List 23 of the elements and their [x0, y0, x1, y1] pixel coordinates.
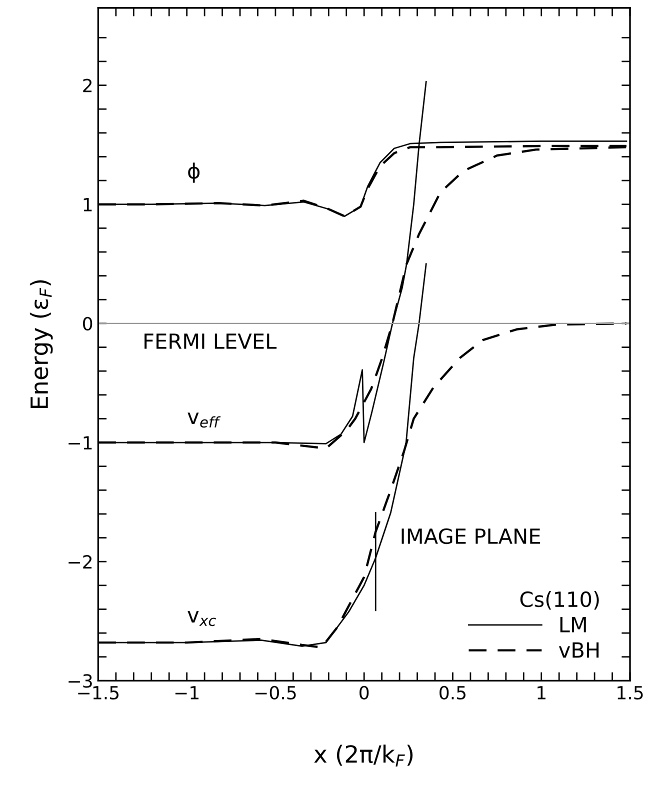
legend-title: Cs(110)	[520, 591, 599, 610]
y-tick-label: −2	[68, 555, 92, 568]
annotation: v$_{xc}$	[188, 611, 216, 626]
x-tick-label: −1	[175, 686, 198, 700]
y-axis-title: Energy (ε$_{F}$)	[30, 280, 53, 408]
y-tick-label: −3	[68, 674, 92, 688]
x-tick-label: 0	[360, 686, 369, 700]
annotation: IMAGE PLANE	[402, 528, 540, 544]
y-tick-label: 2	[83, 78, 92, 92]
x-tick-label: 0.5	[440, 686, 466, 700]
y-tick-label: −1	[68, 436, 92, 450]
x-tick-label: 1	[538, 686, 546, 700]
x-axis-title: x (2π/k$_{F}$)	[314, 744, 413, 766]
x-tick-label: −0.5	[255, 686, 296, 700]
x-tick-label: −1.5	[78, 686, 119, 700]
ref-line-label: FERMI LEVEL	[144, 334, 277, 349]
legend-label: vBH	[558, 642, 599, 658]
y-tick-label: 1	[84, 198, 92, 212]
annotation: v$_{eff}$	[188, 412, 221, 428]
annotation: ϕ	[188, 162, 200, 183]
x-tick-label: 1.5	[618, 686, 643, 700]
y-tick-label: 0	[83, 316, 92, 331]
legend-label: LM	[560, 617, 586, 632]
